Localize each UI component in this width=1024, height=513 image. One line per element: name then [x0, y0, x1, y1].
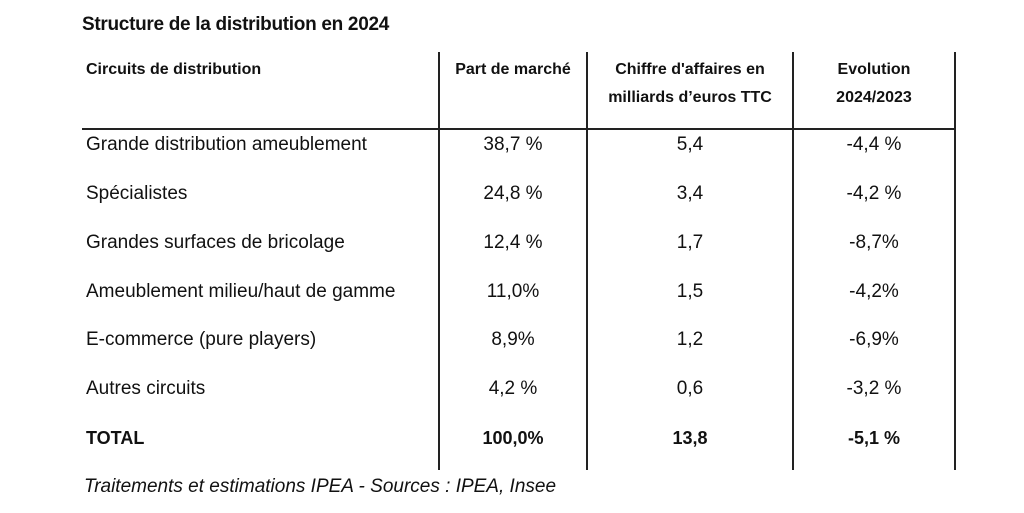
header-divider: [82, 128, 956, 130]
cell-ca: 1,5: [676, 281, 704, 302]
cell-ca: 5,4: [676, 134, 704, 155]
cell-part: 100,0%: [482, 428, 544, 448]
table-row: E-commerce (pure players) 8,9% 1,2 -6,9%: [0, 325, 1024, 355]
cell-part: 4,2 %: [488, 378, 538, 399]
cell-part: 11,0%: [486, 281, 540, 302]
table-row: Grandes surfaces de bricolage 12,4 % 1,7…: [0, 228, 1024, 258]
cell-ca: 1,2: [676, 329, 704, 350]
table-row-total: TOTAL 100,0% 13,8 -5,1 %: [0, 423, 1024, 453]
cell-part: 38,7 %: [483, 134, 543, 155]
header-ca-line2: milliards d’euros TTC: [608, 89, 772, 106]
table-row: Ameublement milieu/haut de gamme 11,0% 1…: [0, 277, 1024, 307]
cell-circuit: TOTAL: [86, 428, 145, 448]
cell-part: 12,4 %: [483, 232, 543, 253]
cell-evolution: -4,2 %: [846, 183, 902, 204]
header-part: Part de marché: [455, 61, 571, 78]
cell-evolution: -4,4 %: [846, 134, 902, 155]
cell-ca: 0,6: [676, 378, 704, 399]
column-divider: [792, 52, 794, 470]
column-divider: [438, 52, 440, 470]
column-divider: [586, 52, 588, 470]
cell-evolution: -4,2%: [849, 281, 899, 302]
header-evolution: Evolution 2024/2023: [794, 56, 954, 112]
table-title: Structure de la distribution en 2024: [82, 14, 389, 35]
cell-circuit: Grandes surfaces de bricolage: [86, 232, 345, 253]
header-evol-line1: Evolution: [837, 61, 911, 78]
cell-evolution: -6,9%: [849, 329, 899, 350]
cell-circuit: Grande distribution ameublement: [86, 134, 367, 155]
header-circuit: Circuits de distribution: [86, 61, 262, 78]
cell-ca: 13,8: [672, 428, 708, 448]
table-row: Grande distribution ameublement 38,7 % 5…: [0, 130, 1024, 160]
cell-circuit: Autres circuits: [86, 378, 206, 399]
header-evol-line2: 2024/2023: [836, 89, 912, 106]
cell-evolution: -3,2 %: [846, 378, 902, 399]
cell-part: 8,9%: [491, 329, 535, 350]
cell-ca: 1,7: [676, 232, 704, 253]
cell-evolution: -8,7%: [849, 232, 899, 253]
source-note: Traitements et estimations IPEA - Source…: [84, 476, 557, 497]
column-divider: [954, 52, 956, 470]
table-row: Spécialistes 24,8 % 3,4 -4,2 %: [0, 179, 1024, 209]
cell-circuit: E-commerce (pure players): [86, 329, 317, 350]
header-chiffre-affaires: Chiffre d'affaires en milliards d’euros …: [587, 56, 793, 112]
cell-circuit: Spécialistes: [86, 183, 188, 204]
cell-ca: 3,4: [676, 183, 704, 204]
cell-circuit: Ameublement milieu/haut de gamme: [86, 281, 396, 302]
cell-part: 24,8 %: [483, 183, 543, 204]
cell-evolution: -5,1 %: [847, 428, 901, 448]
header-ca-line1: Chiffre d'affaires en: [615, 61, 765, 78]
table-row: Autres circuits 4,2 % 0,6 -3,2 %: [0, 374, 1024, 404]
